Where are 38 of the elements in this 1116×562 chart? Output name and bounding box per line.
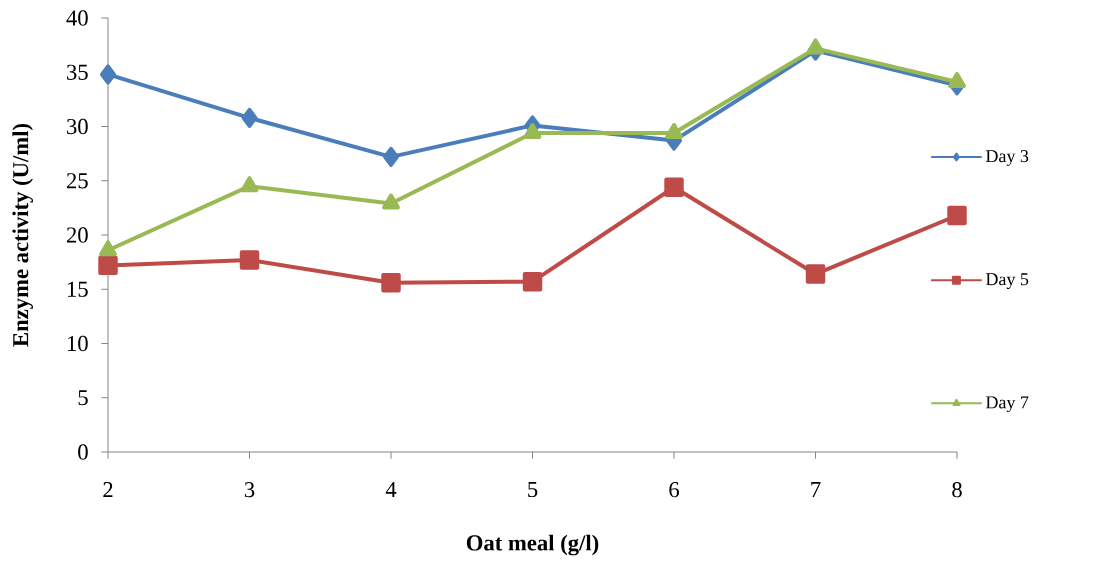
point (100, 64, 117, 85)
point (805, 264, 826, 284)
legend-label: Day 7 (985, 396, 1029, 413)
point (522, 271, 543, 292)
point (947, 205, 967, 226)
y-tick-label: 15 (67, 281, 88, 297)
y-tick-label: 30 (67, 118, 88, 135)
point (664, 177, 684, 197)
y-tick-label: 25 (66, 173, 88, 189)
point (239, 250, 260, 270)
x-tick-label: 3 (244, 482, 255, 498)
y-tick-label: 40 (66, 10, 88, 26)
point (99, 240, 117, 257)
point (382, 193, 400, 210)
point (806, 38, 825, 55)
legend-label: Day 5 (985, 273, 1029, 289)
x-tick-label: 7 (811, 482, 821, 497)
x-axis-title: Oat meal (g/l) (466, 534, 599, 556)
y-tick-label: 20 (66, 227, 88, 243)
x-tick-label: 4 (385, 482, 397, 497)
y-tick-label: 5 (78, 390, 88, 406)
x-tick-label: 2 (103, 482, 113, 498)
x-tick-label: 5 (528, 482, 538, 498)
point (98, 255, 118, 276)
point (241, 107, 258, 128)
point (948, 72, 966, 89)
y-tick-label: 35 (67, 64, 88, 80)
x-tick-label: 8 (952, 482, 962, 498)
x-tick-label: 6 (669, 482, 680, 498)
point (523, 123, 542, 140)
point (383, 146, 400, 167)
y-tick-label: 0 (78, 444, 88, 460)
y-tick-label: 10 (67, 335, 88, 352)
point (665, 123, 683, 140)
y-axis-title: Enzyme activity (U/ml) (12, 123, 33, 347)
point (381, 273, 401, 293)
legend-label: Day 3 (985, 150, 1029, 166)
point (240, 176, 259, 193)
